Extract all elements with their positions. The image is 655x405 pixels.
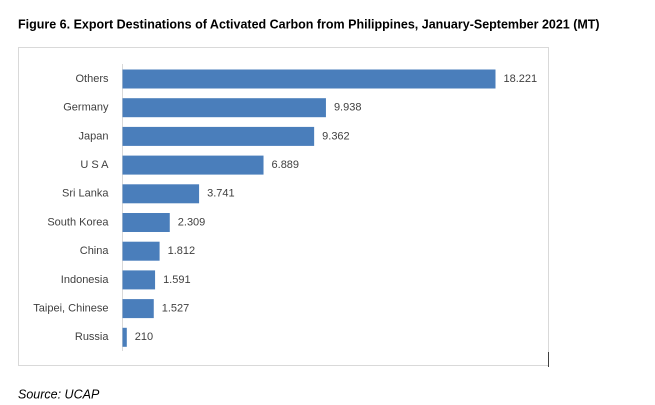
y-tick-label: Russia bbox=[75, 331, 110, 343]
bar bbox=[122, 69, 496, 89]
data-label: 3.741 bbox=[207, 188, 235, 200]
bar bbox=[122, 126, 315, 146]
chart-title: Figure 6. Export Destinations of Activat… bbox=[18, 17, 600, 31]
y-tick-label: Japan bbox=[79, 130, 109, 142]
y-tick-label: China bbox=[80, 245, 110, 257]
bar bbox=[122, 327, 127, 347]
bar bbox=[122, 270, 156, 290]
data-label: 1.591 bbox=[163, 274, 191, 286]
source-note: Source: UCAP bbox=[18, 387, 100, 401]
data-label: 1.812 bbox=[168, 245, 196, 257]
data-label: 9.362 bbox=[322, 130, 350, 142]
bar bbox=[122, 184, 200, 204]
y-tick-label: Taipei, Chinese bbox=[33, 303, 108, 315]
y-tick-label: Sri Lanka bbox=[62, 188, 109, 200]
data-label: 6.889 bbox=[272, 159, 300, 171]
plot-frame bbox=[18, 47, 549, 366]
y-tick-label: U S A bbox=[80, 159, 109, 171]
y-tick-label: Indonesia bbox=[61, 274, 110, 286]
y-tick-label: Others bbox=[75, 73, 109, 85]
bar bbox=[122, 98, 326, 118]
data-label: 1.527 bbox=[162, 303, 190, 315]
bar bbox=[122, 299, 154, 319]
bar bbox=[122, 241, 160, 261]
bar bbox=[122, 155, 264, 175]
data-label: 210 bbox=[135, 331, 153, 343]
bar bbox=[122, 213, 170, 232]
data-label: 18.221 bbox=[504, 73, 538, 85]
data-label: 2.309 bbox=[178, 216, 206, 228]
y-tick-label: South Korea bbox=[47, 216, 109, 228]
y-tick-label: Germany bbox=[63, 102, 109, 114]
data-label: 9.938 bbox=[334, 102, 362, 114]
